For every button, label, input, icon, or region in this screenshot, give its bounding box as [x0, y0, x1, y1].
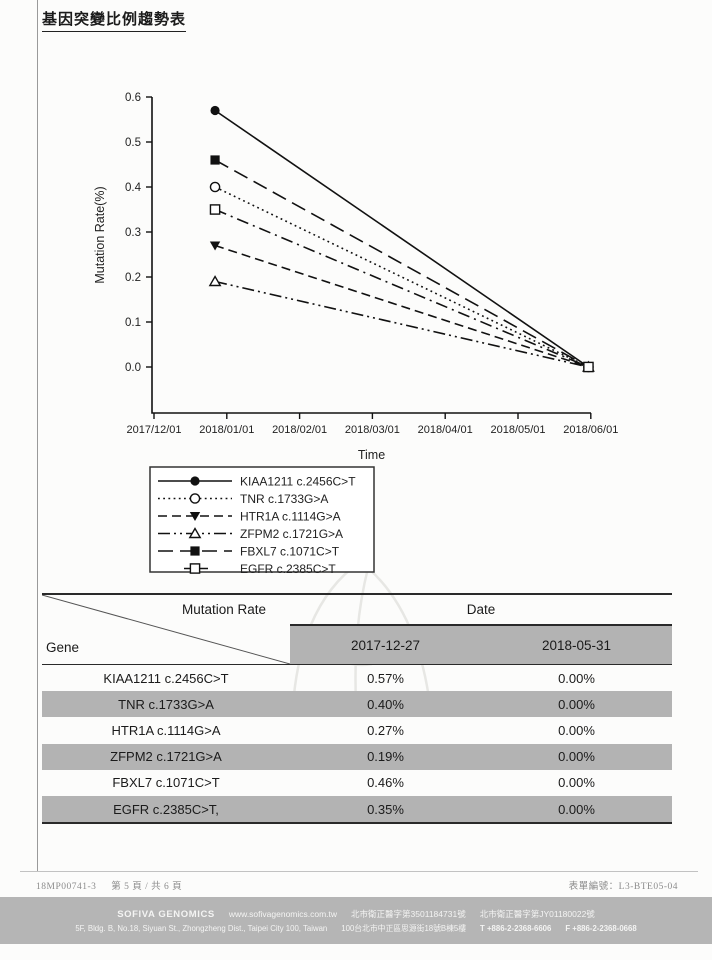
page-number: 第 5 頁 / 共 6 頁: [111, 882, 183, 892]
page-left-margin-line: [37, 0, 38, 871]
svg-text:0.4: 0.4: [125, 182, 142, 194]
series-htr1a: [209, 241, 594, 372]
page-title: 基因突變比例趨勢表: [42, 8, 187, 32]
svg-text:2018/02/01: 2018/02/01: [272, 424, 327, 436]
gene-cell: ZFPM2 c.1721G>A: [110, 749, 222, 765]
value-cell: 0.27%: [367, 722, 404, 738]
value-cell: 0.00%: [558, 670, 595, 686]
legend-item: EGFR c.2385C>T: [184, 562, 336, 576]
series-egfr: [209, 204, 594, 373]
gene-cell: EGFR c.2385C>T,: [113, 801, 219, 817]
svg-text:KIAA1211 c.2456C>T: KIAA1211 c.2456C>T: [240, 475, 356, 489]
gene-cell: FBXL7 c.1071C>T: [112, 775, 220, 791]
series-kiaa1211: [210, 105, 594, 372]
legend-item: FBXL7 c.1071C>T: [158, 545, 340, 559]
svg-text:2018/03/01: 2018/03/01: [345, 424, 400, 436]
legend-item: KIAA1211 c.2456C>T: [158, 475, 356, 489]
gene-cell: HTR1A c.1114G>A: [111, 722, 221, 738]
table-row: FBXL7 c.1071C>T 0.46% 0.00%: [42, 770, 672, 796]
series-zfpm2: [208, 275, 595, 372]
chart-legend: KIAA1211 c.2456C>T TNR c.1733G>A HTR1A c.1…: [149, 466, 375, 576]
table-body: KIAA1211 c.2456C>T 0.57% 0.00% TNR c.173…: [42, 665, 672, 823]
value-cell: 0.00%: [558, 696, 595, 712]
company-name: SOFIVA GENOMICS: [117, 908, 215, 920]
table-row: TNR c.1733G>A 0.40% 0.00%: [42, 691, 672, 718]
fax-number: F +886-2-2368-0668: [565, 923, 637, 933]
svg-text:0.6: 0.6: [125, 92, 141, 104]
svg-text:EGFR c.2385C>T: EGFR c.2385C>T: [240, 562, 336, 576]
date-column-2: 2018-05-31: [481, 626, 672, 664]
table-header: Mutation Rate Gene Date 2017-12-27 2018-…: [42, 595, 672, 665]
license-number-2: 北市衛正醫字第JY01180022號: [479, 908, 595, 919]
value-cell: 0.00%: [558, 801, 595, 817]
footer-divider: [20, 871, 698, 872]
value-cell: 0.35%: [367, 801, 404, 817]
company-website: www.sofivagenomics.com.tw: [228, 908, 338, 919]
gene-cell: KIAA1211 c.2456C>T: [103, 670, 229, 686]
address-english: 5F, Bldg. B, No.18, Siyuan St., Zhongzhe…: [75, 923, 328, 933]
svg-text:2017/12/01: 2017/12/01: [126, 424, 181, 436]
svg-text:2018/05/01: 2018/05/01: [490, 424, 545, 436]
footer-left: 18MP00741-3 第 5 頁 / 共 6 頁: [36, 878, 194, 892]
value-cell: 0.46%: [367, 775, 404, 791]
svg-text:2018/01/01: 2018/01/01: [199, 424, 254, 436]
date-header: Date: [290, 595, 672, 626]
svg-text:ZFPM2 c.1721G>A: ZFPM2 c.1721G>A: [240, 527, 343, 541]
corner-label-mutation-rate: Mutation Rate: [181, 602, 266, 617]
gene-cell: TNR c.1733G>A: [118, 696, 214, 712]
company-banner: SOFIVA GENOMICS www.sofivagenomics.com.t…: [0, 897, 712, 944]
mutation-trend-chart: 0.0 0.1 0.2 0.3 0.4 0.5 0.6 2017/12/01 2018/01/0…: [93, 92, 618, 576]
document-id: 18MP00741-3: [36, 882, 97, 892]
svg-text:FBXL7 c.1071C>T: FBXL7 c.1071C>T: [240, 545, 340, 559]
value-cell: 0.00%: [558, 775, 595, 791]
legend-item: ZFPM2 c.1721G>A: [158, 527, 343, 541]
value-cell: 0.19%: [367, 749, 404, 765]
address-chinese: 100台北市中正區思源街18號B棟5樓: [341, 923, 467, 933]
phone-number: T +886-2-2368-6606: [480, 923, 552, 933]
svg-text:2018/04/01: 2018/04/01: [418, 424, 473, 436]
series-fbxl7: [210, 155, 594, 372]
table-row: EGFR c.2385C>T, 0.35% 0.00%: [42, 795, 672, 823]
diagonal-divider: [42, 595, 290, 664]
table-corner-cell: Mutation Rate Gene: [42, 595, 290, 664]
mutation-rate-table: Mutation Rate Gene Date 2017-12-27 2018-…: [42, 593, 672, 825]
svg-text:Mutation Rate(%): Mutation Rate(%): [93, 186, 107, 283]
footer: 18MP00741-3 第 5 頁 / 共 6 頁 表單編號：L3-BTE05-…: [36, 878, 678, 892]
svg-text:0.5: 0.5: [125, 137, 141, 149]
license-number-1: 北市衛正醫字第3501184731號: [351, 908, 466, 919]
date-column-1: 2017-12-27: [290, 626, 481, 664]
svg-text:0.0: 0.0: [125, 362, 141, 374]
table-row: ZFPM2 c.1721G>A 0.19% 0.00%: [42, 743, 672, 770]
legend-item: TNR c.1733G>A: [158, 492, 328, 506]
svg-text:HTR1A c.1114G>A: HTR1A c.1114G>A: [240, 510, 341, 524]
table-row: KIAA1211 c.2456C>T 0.57% 0.00%: [42, 665, 672, 691]
svg-text:2018/06/01: 2018/06/01: [563, 424, 618, 436]
corner-label-gene: Gene: [46, 640, 80, 655]
banner-line-1: SOFIVA GENOMICS www.sofivagenomics.com.t…: [117, 908, 595, 920]
series-tnr: [209, 181, 594, 373]
value-cell: 0.57%: [367, 670, 404, 686]
chart-axes: 0.0 0.1 0.2 0.3 0.4 0.5 0.6 2017/12/01 2018/01/0…: [93, 92, 618, 462]
value-cell: 0.00%: [558, 722, 595, 738]
svg-text:0.1: 0.1: [125, 317, 141, 329]
value-cell: 0.40%: [367, 696, 404, 712]
value-cell: 0.00%: [558, 749, 595, 765]
legend-item: HTR1A c.1114G>A: [158, 510, 341, 524]
banner-line-2: 5F, Bldg. B, No.18, Siyuan St., Zhongzhe…: [75, 923, 636, 934]
svg-text:0.3: 0.3: [125, 227, 141, 239]
date-subheader-row: 2017-12-27 2018-05-31: [290, 626, 672, 664]
table-row: HTR1A c.1114G>A 0.27% 0.00%: [42, 717, 672, 743]
svg-text:TNR c.1733G>A: TNR c.1733G>A: [240, 492, 328, 506]
form-number: 表單編號：L3-BTE05-04: [568, 882, 678, 892]
svg-text:0.2: 0.2: [125, 272, 141, 284]
svg-text:Time: Time: [358, 448, 385, 462]
